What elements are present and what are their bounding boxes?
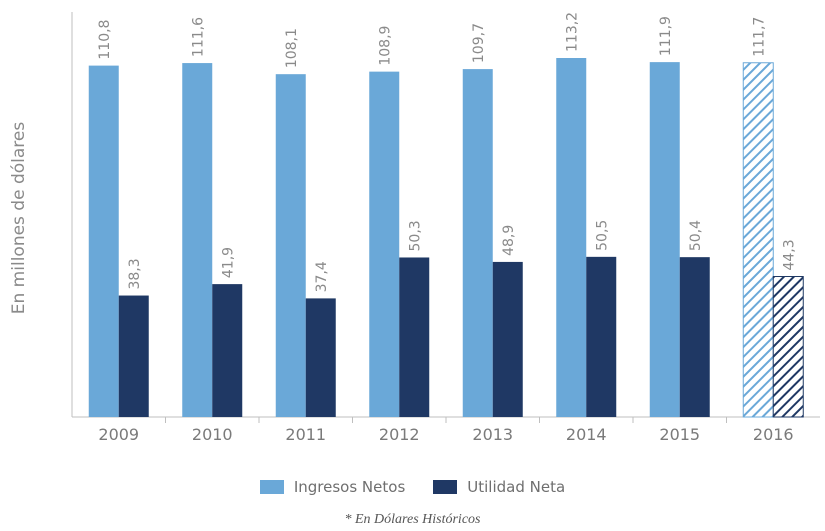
- x-tick-label-2013: 2013: [472, 425, 513, 444]
- data-label-ingresos-2015: 111,9: [658, 16, 674, 56]
- legend-swatch-ingresos: [259, 480, 284, 494]
- data-label-ingresos-2012: 108,9: [377, 26, 393, 66]
- bar-utilidad-2016: [772, 276, 804, 418]
- data-label-ingresos-2013: 109,7: [471, 23, 487, 63]
- data-label-ingresos-2014: 113,2: [564, 12, 580, 52]
- data-label-utilidad-2015: 50,4: [688, 220, 704, 251]
- y-axis-label: En millones de dólares: [9, 122, 29, 315]
- x-tick-label-2011: 2011: [285, 425, 326, 444]
- bar-ingresos-2011: [275, 74, 306, 418]
- data-label-ingresos-2009: 110,8: [97, 20, 113, 60]
- legend-swatch-utilidad: [433, 480, 458, 494]
- bar-ingresos-2013: [462, 69, 493, 417]
- bar-ingresos-2016: [742, 62, 774, 418]
- legend-label-ingresos: Ingresos Netos: [293, 478, 406, 496]
- bar-ingresos-2015: [649, 62, 680, 417]
- bar-utilidad-2013: [492, 261, 523, 417]
- footnote: * En Dólares Históricos: [344, 512, 481, 527]
- bar-ingresos-2012: [369, 71, 400, 417]
- legend-label-utilidad: Utilidad Neta: [467, 478, 566, 496]
- x-tick-label-2015: 2015: [659, 425, 700, 444]
- x-tick-label-2010: 2010: [192, 425, 233, 444]
- x-tick-label-2014: 2014: [566, 425, 607, 444]
- data-label-utilidad-2009: 38,3: [127, 258, 143, 289]
- x-tick-label-2016: 2016: [753, 425, 794, 444]
- data-label-utilidad-2016: 44,3: [781, 239, 797, 270]
- chart-marks: 110,8 38,3 2009 111,6 41,9 2010 108,1 37,4 2011 1…: [88, 12, 804, 444]
- data-label-utilidad-2010: 41,9: [220, 247, 236, 278]
- bar-utilidad-2011: [305, 298, 336, 417]
- bar-utilidad-2014: [586, 256, 617, 417]
- legend-item-ingresos: Ingresos Netos: [259, 478, 406, 496]
- x-tick-label-2009: 2009: [98, 425, 139, 444]
- data-label-ingresos-2011: 108,1: [284, 28, 300, 68]
- data-label-utilidad-2012: 50,3: [407, 220, 423, 251]
- data-label-ingresos-2016: 111,7: [751, 17, 767, 57]
- bar-ingresos-2009: [88, 65, 119, 418]
- bar-utilidad-2010: [212, 284, 243, 417]
- bar-utilidad-2009: [118, 295, 149, 417]
- bar-ingresos-2014: [556, 58, 587, 417]
- legend-item-utilidad: Utilidad Neta: [433, 478, 565, 496]
- bar-utilidad-2012: [399, 257, 430, 417]
- bar-utilidad-2015: [679, 257, 710, 417]
- x-tick-label-2012: 2012: [379, 425, 420, 444]
- data-label-ingresos-2010: 111,6: [190, 17, 206, 57]
- data-label-utilidad-2011: 37,4: [314, 261, 330, 292]
- data-label-utilidad-2014: 50,5: [594, 220, 610, 251]
- data-label-utilidad-2013: 48,9: [501, 225, 517, 256]
- bar-ingresos-2010: [182, 63, 213, 417]
- legend: Ingresos Netos Utilidad Neta: [0, 478, 825, 496]
